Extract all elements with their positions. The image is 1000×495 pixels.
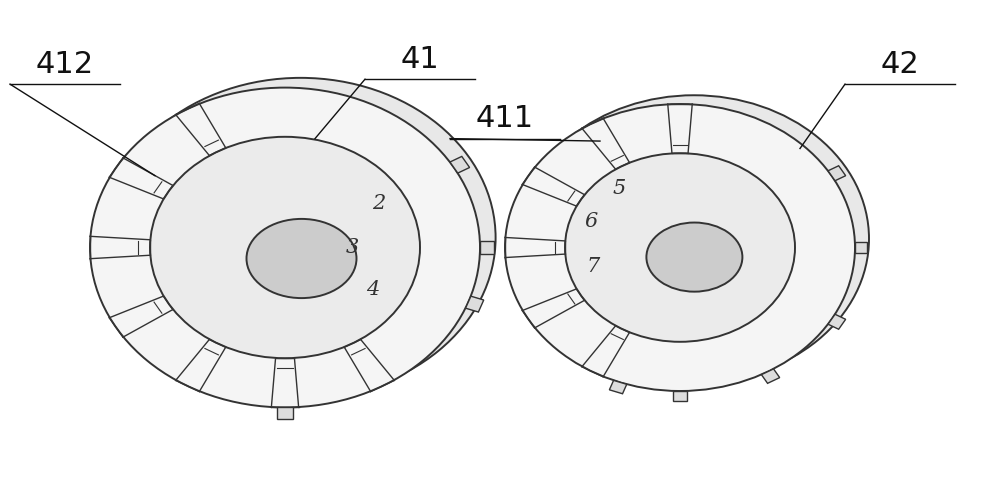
Polygon shape — [761, 369, 780, 383]
Ellipse shape — [90, 88, 480, 407]
Polygon shape — [277, 407, 293, 419]
Ellipse shape — [106, 78, 496, 397]
Polygon shape — [828, 166, 846, 181]
Polygon shape — [466, 296, 484, 312]
Text: 41: 41 — [401, 45, 439, 74]
Polygon shape — [828, 314, 846, 329]
Ellipse shape — [646, 223, 742, 292]
Text: 42: 42 — [881, 50, 919, 79]
Ellipse shape — [565, 153, 795, 342]
Polygon shape — [450, 156, 470, 173]
Text: 412: 412 — [36, 50, 94, 79]
Text: 7: 7 — [587, 257, 600, 276]
Text: 3: 3 — [346, 238, 359, 257]
Polygon shape — [673, 391, 687, 401]
Polygon shape — [609, 380, 627, 394]
Ellipse shape — [519, 95, 869, 382]
Ellipse shape — [150, 137, 420, 358]
Text: 5: 5 — [613, 179, 626, 198]
Text: 2: 2 — [372, 194, 385, 213]
Text: 411: 411 — [476, 104, 534, 133]
Text: 4: 4 — [366, 280, 379, 298]
Polygon shape — [855, 242, 867, 253]
Polygon shape — [480, 241, 494, 254]
Ellipse shape — [505, 104, 855, 391]
Text: 6: 6 — [585, 211, 598, 231]
Ellipse shape — [246, 219, 356, 298]
